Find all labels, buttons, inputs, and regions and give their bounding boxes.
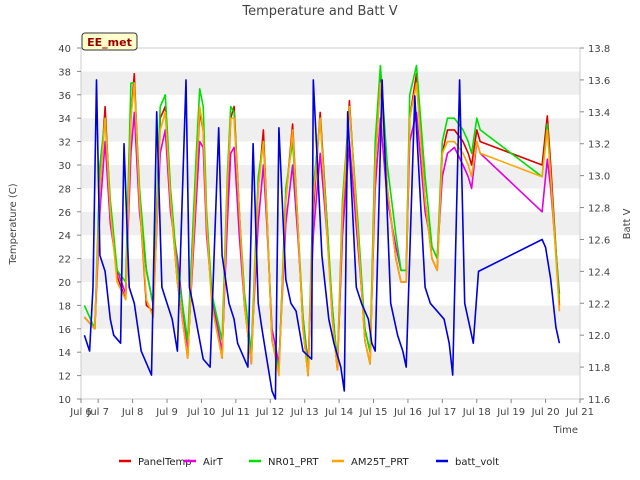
grid-band bbox=[81, 118, 580, 142]
x-tick-label: Jul 14 bbox=[324, 407, 353, 418]
y-left-tick-label: 38 bbox=[58, 67, 71, 78]
legend-item-airt: AirT bbox=[184, 457, 224, 468]
legend-item-am25t-prt: AM25T_PRT bbox=[332, 457, 410, 468]
y-right-tick-label: 12.6 bbox=[588, 235, 610, 246]
x-tick-label: Jul 15 bbox=[359, 407, 388, 418]
x-tick-label: Jul 6 bbox=[69, 407, 92, 418]
y-left-tick-label: 14 bbox=[58, 348, 71, 359]
y-left-tick-label: 16 bbox=[58, 325, 71, 336]
y-left-tick-label: 20 bbox=[58, 278, 71, 289]
y-right-tick-label: 13.4 bbox=[588, 108, 610, 119]
series-line-am25t-prt bbox=[83, 82, 561, 377]
legend-item-nr01-prt: NR01_PRT bbox=[249, 457, 319, 468]
y-left-tick-label: 34 bbox=[58, 114, 71, 125]
legend-item-paneltemp: PanelTemp bbox=[119, 457, 192, 468]
y-left-tick-label: 36 bbox=[58, 91, 71, 102]
x-tick-label: Jul 7 bbox=[86, 407, 109, 418]
y-right-tick-label: 11.6 bbox=[588, 395, 610, 406]
legend-label: AM25T_PRT bbox=[351, 457, 410, 468]
y-left-tick-label: 24 bbox=[58, 231, 71, 242]
grid-band bbox=[81, 71, 580, 95]
x-tick-label: Jul 8 bbox=[121, 407, 144, 418]
y-right-tick-label: 12.0 bbox=[588, 331, 610, 342]
x-tick-label: Jul 17 bbox=[427, 407, 456, 418]
x-tick-label: Jul 18 bbox=[462, 407, 491, 418]
station-badge-label: EE_met bbox=[87, 36, 132, 49]
chart-title: Temperature and Batt V bbox=[241, 4, 397, 19]
x-tick-label: Jul 10 bbox=[186, 407, 215, 418]
legend-label: NR01_PRT bbox=[268, 457, 319, 468]
x-tick-label: Jul 16 bbox=[393, 407, 422, 418]
plot-area-frame bbox=[80, 47, 581, 400]
legend: PanelTemp AirT NR01_PRT AM25T_PRT batt_volt bbox=[119, 457, 499, 468]
y-left-tick-label: 22 bbox=[58, 255, 71, 266]
y-left-tick-label: 30 bbox=[58, 161, 71, 172]
y-left-tick-label: 10 bbox=[58, 395, 71, 406]
station-badge-box bbox=[81, 32, 138, 51]
grid-band bbox=[81, 328, 580, 353]
grid-band bbox=[81, 48, 580, 72]
y-axis-right: 11.6 11.8 12.0 12.2 12.4 12.6 12.8 13.0 13.2 13.4… bbox=[580, 44, 610, 406]
x-tick-label: Jul 20 bbox=[531, 407, 560, 418]
y-left-tick-label: 28 bbox=[58, 184, 71, 195]
legend-item-batt-volt: batt_volt bbox=[436, 457, 499, 468]
y-axis-left: 10 12 14 16 18 20 22 24 26 28 30 32 34 36 38 40 bbox=[58, 44, 81, 406]
y-right-tick-label: 13.8 bbox=[588, 44, 610, 55]
y-right-tick-label: 13.6 bbox=[588, 76, 610, 87]
y-axis-right-label: Batt V bbox=[622, 208, 633, 239]
y-left-tick-label: 40 bbox=[58, 44, 71, 55]
x-tick-label: Jul 13 bbox=[290, 407, 319, 418]
series-lines bbox=[83, 64, 561, 400]
legend-label: PanelTemp bbox=[138, 457, 192, 468]
grid-band bbox=[81, 94, 580, 119]
x-tick-label: Jul 21 bbox=[565, 407, 594, 418]
x-tick-label: Jul 12 bbox=[255, 407, 284, 418]
y-left-tick-label: 18 bbox=[58, 301, 71, 312]
y-right-tick-label: 12.4 bbox=[588, 267, 610, 278]
y-right-tick-label: 13.0 bbox=[588, 172, 610, 183]
y-left-tick-label: 32 bbox=[58, 138, 71, 149]
y-left-tick-label: 12 bbox=[58, 372, 71, 383]
series-line-batt-volt bbox=[83, 79, 561, 400]
grid-band bbox=[81, 375, 580, 399]
y-right-tick-label: 11.8 bbox=[588, 363, 610, 374]
y-right-tick-label: 12.2 bbox=[588, 299, 610, 310]
station-badge: EE_met bbox=[81, 32, 138, 51]
y-left-tick-label: 26 bbox=[58, 208, 71, 219]
x-tick-label: Jul 9 bbox=[155, 407, 178, 418]
x-axis-label: Time bbox=[553, 425, 578, 436]
grid-band bbox=[81, 352, 580, 376]
y-right-tick-label: 13.2 bbox=[588, 140, 610, 151]
grid-band bbox=[81, 305, 580, 329]
legend-label: AirT bbox=[203, 457, 224, 468]
x-tick-label: Jul 11 bbox=[221, 407, 250, 418]
x-tick-label: Jul 19 bbox=[496, 407, 525, 418]
legend-label: batt_volt bbox=[455, 457, 499, 468]
y-right-tick-label: 12.8 bbox=[588, 204, 610, 215]
y-axis-left-label: Temperature (C) bbox=[8, 183, 19, 265]
